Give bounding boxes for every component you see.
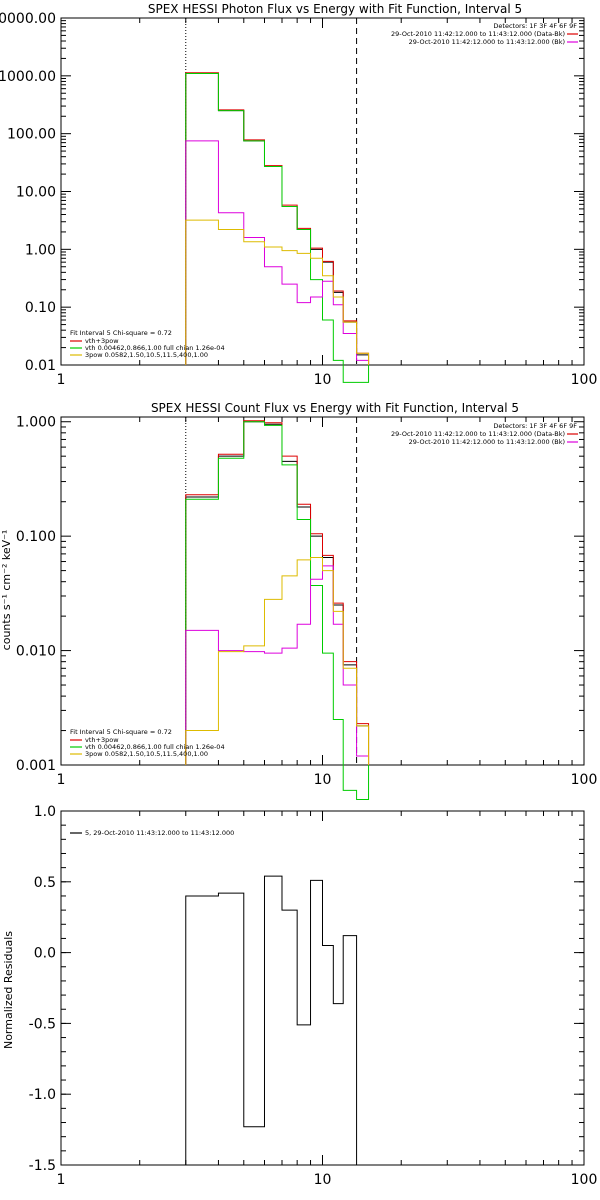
count-flux-detectors: Detectors: 1F 3F 4F 6F 9F	[493, 422, 577, 430]
residuals-panel: Normalized Residuals 1 10 100 -1.5 -1.0 -0.5 0…	[2, 804, 597, 1188]
photon-flux-series-line	[185, 72, 370, 365]
photon-flux-title: SPEX HESSI Photon Flux vs Energy with Fi…	[148, 2, 522, 16]
count-flux-marker-lines	[185, 417, 358, 765]
count-flux-legend-entry: vth 0.00462,0.866,1.00 full chian 1.26e-…	[85, 743, 225, 751]
count-flux-y-tick-label: 1.000	[16, 415, 56, 431]
photon-flux-legend-entry: vth+3pow	[85, 337, 119, 345]
count-flux-y-axis-label: counts s⁻¹ cm⁻² keV⁻¹	[0, 530, 13, 651]
count-flux-y-tick-label: 0.010	[16, 644, 56, 660]
count-flux-panel: SPEX HESSI Count Flux vs Energy with Fit…	[0, 401, 597, 800]
residuals-y-tick-label: -0.5	[29, 1016, 56, 1032]
photon-flux-ticks: 1 10 100 0.01 0.10 1.00 10.00 100.00 1000.00 1000…	[0, 11, 597, 388]
photon-flux-series	[185, 72, 370, 383]
residuals-y-tick-label: 0.0	[34, 946, 56, 962]
count-flux-title: SPEX HESSI Count Flux vs Energy with Fit…	[151, 401, 519, 415]
residuals-legend-entry: 5, 29-Oct-2010 11:43:12.000 to 11:43:12.…	[85, 829, 234, 837]
residuals-series-line	[185, 875, 358, 1165]
count-flux-legend-entry: 3pow 0.0582,1.50,10.5,11.5,400,1.00	[85, 750, 208, 758]
count-flux-legend-entry: vth+3pow	[85, 736, 119, 744]
count-flux-legend-right: 29-Oct-2010 11:42:12.000 to 11:43:12.000…	[391, 430, 578, 446]
count-flux-legend-right-entry: 29-Oct-2010 11:42:12.000 to 11:43:12.000…	[409, 438, 565, 446]
count-flux-legend-right-entry: 29-Oct-2010 11:42:12.000 to 11:43:12.000…	[391, 430, 565, 438]
photon-flux-legend-right: 29-Oct-2010 11:42:12.000 to 11:43:12.000…	[391, 30, 578, 46]
count-flux-series-line	[185, 557, 370, 765]
photon-flux-y-tick-label: 10.00	[16, 185, 56, 201]
photon-flux-y-tick-label: 1000.00	[0, 69, 56, 85]
count-flux-x-tick-label: 10	[314, 772, 332, 788]
residuals-y-axis-label: Normalized Residuals	[2, 931, 15, 1049]
count-flux-series-line	[185, 421, 370, 800]
residuals-plot-frame	[60, 810, 585, 1166]
residuals-y-tick-label: -1.0	[29, 1087, 56, 1103]
photon-flux-x-tick-label: 100	[571, 372, 598, 388]
photon-flux-y-tick-label: 0.10	[25, 300, 56, 316]
photon-flux-y-tick-label: 100.00	[7, 127, 56, 143]
count-flux-x-tick-label: 100	[571, 772, 598, 788]
photon-flux-marker-lines	[185, 18, 358, 365]
photon-flux-y-tick-label: 10000.00	[0, 11, 56, 27]
photon-flux-legend-left: Fit Interval 5 Chi-square = 0.72 vth+3po…	[70, 329, 225, 359]
residuals-x-tick-label: 10	[314, 1172, 332, 1188]
residuals-series	[185, 875, 358, 1165]
residuals-x-tick-label: 100	[571, 1172, 598, 1188]
count-flux-series-line	[185, 420, 370, 765]
photon-flux-y-tick-label: 1.00	[25, 242, 56, 258]
count-flux-y-tick-label: 0.100	[16, 529, 56, 545]
count-flux-series-line	[185, 565, 370, 765]
residuals-ticks: 1 10 100 -1.5 -1.0 -0.5 0.0 0.5 1.0	[29, 804, 598, 1188]
photon-flux-legend-entry: 3pow 0.0582,1.50,10.5,11.5,400,1.00	[85, 351, 208, 359]
residuals-y-tick-label: -1.5	[29, 1158, 56, 1174]
count-flux-x-tick-label: 1	[57, 772, 66, 788]
photon-flux-detectors: Detectors: 1F 3F 4F 6F 9F	[493, 22, 577, 30]
photon-flux-y-tick-label: 0.01	[25, 358, 56, 374]
count-flux-series	[185, 420, 370, 800]
photon-flux-legend-entry: vth 0.00462,0.866,1.00 full chian 1.26e-…	[85, 344, 225, 352]
photon-flux-panel: SPEX HESSI Photon Flux vs Energy with Fi…	[0, 2, 597, 388]
photon-flux-series-line	[185, 140, 370, 365]
residuals-x-tick-label: 1	[57, 1172, 66, 1188]
photon-flux-legend-right-entry: 29-Oct-2010 11:42:12.000 to 11:43:12.000…	[391, 30, 565, 38]
count-flux-fit-info: Fit Interval 5 Chi-square = 0.72	[70, 728, 172, 736]
photon-flux-series-line	[185, 72, 370, 365]
count-flux-ticks: 1 10 100 0.001 0.010 0.100 1.000	[16, 415, 597, 788]
residuals-legend: 5, 29-Oct-2010 11:43:12.000 to 11:43:12.…	[70, 829, 234, 837]
photon-flux-series-line	[185, 72, 370, 383]
residuals-y-tick-label: 0.5	[34, 875, 56, 891]
photon-flux-fit-info: Fit Interval 5 Chi-square = 0.72	[70, 329, 172, 337]
photon-flux-x-tick-label: 10	[314, 372, 332, 388]
photon-flux-x-tick-label: 1	[57, 372, 66, 388]
count-flux-series-line	[185, 421, 370, 765]
count-flux-y-tick-label: 0.001	[16, 758, 56, 774]
photon-flux-legend-right-entry: 29-Oct-2010 11:42:12.000 to 11:43:12.000…	[409, 38, 565, 46]
photon-flux-series-line	[185, 219, 370, 365]
count-flux-legend-left: Fit Interval 5 Chi-square = 0.72 vth+3po…	[70, 728, 225, 758]
residuals-y-tick-label: 1.0	[34, 804, 56, 820]
